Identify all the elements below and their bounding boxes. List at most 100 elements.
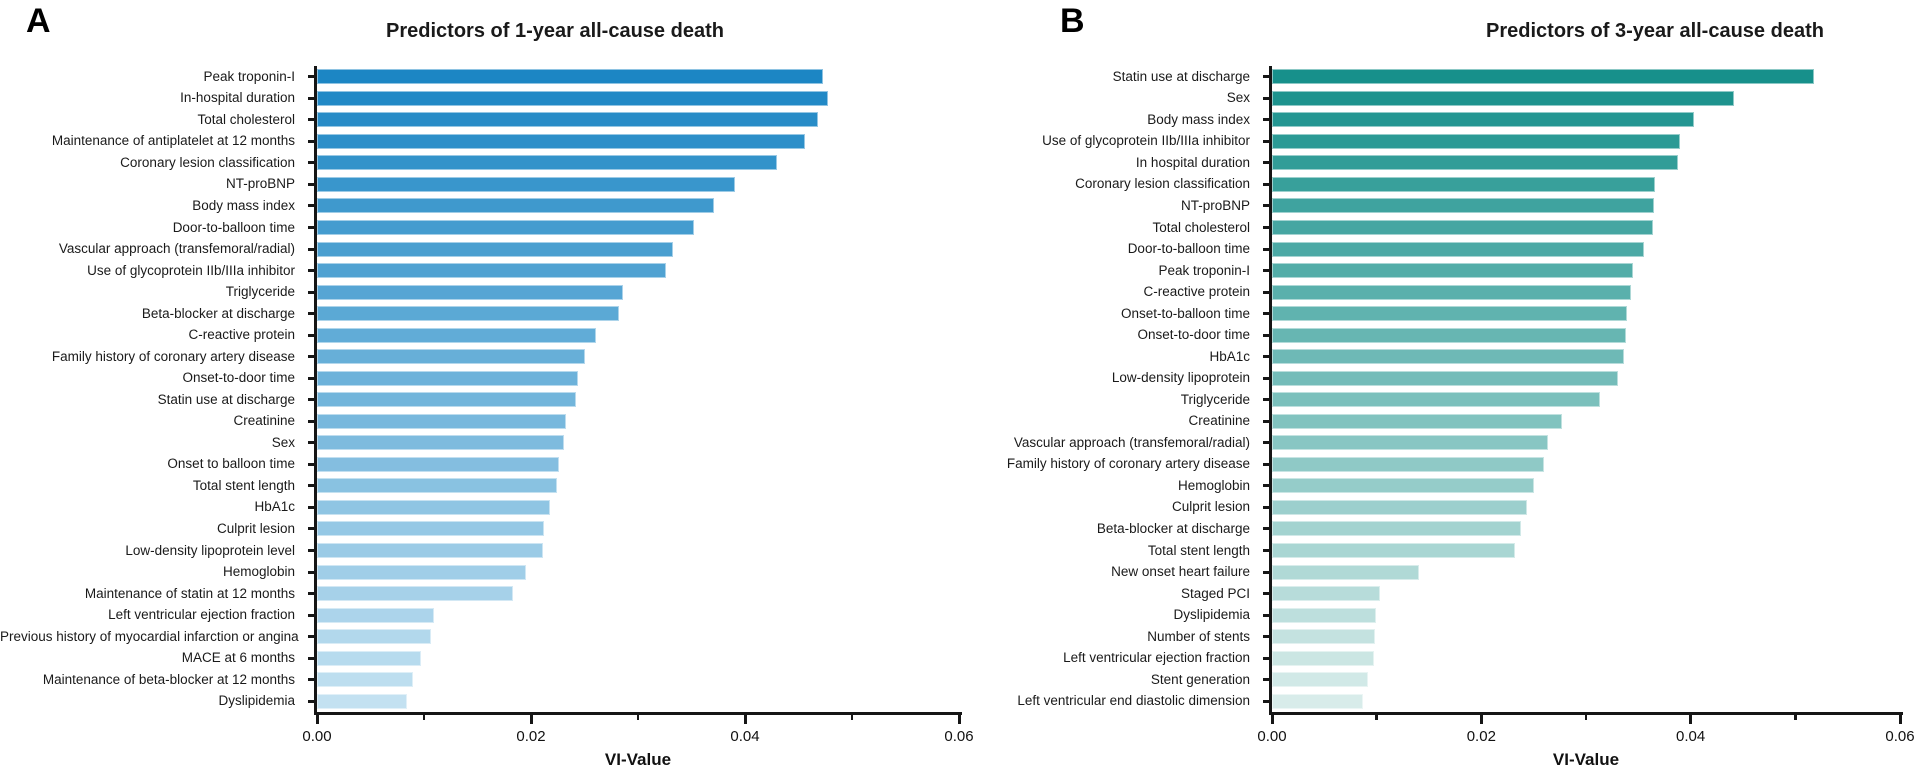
- y-tick: [308, 226, 315, 229]
- y-tick: [308, 312, 315, 316]
- bar: [1272, 90, 1734, 106]
- y-tick: [1263, 592, 1270, 596]
- bar: [317, 133, 805, 149]
- x-tick-label: 0.04: [730, 728, 760, 745]
- y-tick: [1263, 462, 1270, 466]
- bar: [317, 521, 544, 537]
- y-axis-label: Family history of coronary artery diseas…: [51, 348, 295, 364]
- y-tick: [1263, 96, 1270, 100]
- y-tick: [308, 182, 315, 186]
- y-tick: [1263, 139, 1270, 143]
- y-axis-label: Hemoglobin: [1177, 477, 1250, 493]
- bar: [317, 90, 829, 106]
- y-tick: [1263, 312, 1270, 316]
- bar: [1272, 327, 1626, 343]
- y-axis-label: Door-to-balloon time: [172, 219, 295, 235]
- x-tick-label: 0.06: [1885, 728, 1915, 745]
- y-tick: [1263, 613, 1270, 617]
- y-tick: [1263, 441, 1270, 445]
- y-axis-label: HbA1c: [1209, 348, 1250, 364]
- bar: [1272, 456, 1545, 472]
- y-tick: [1263, 549, 1270, 552]
- y-axis-label: Creatinine: [1188, 413, 1250, 429]
- bar: [1272, 155, 1679, 171]
- y-tick: [1263, 118, 1270, 122]
- bar: [1272, 198, 1655, 214]
- y-axis-label: C-reactive protein: [1143, 284, 1250, 300]
- y-tick: [1263, 376, 1270, 380]
- bar: [317, 629, 432, 645]
- y-tick: [308, 139, 315, 143]
- bar: [1272, 521, 1522, 537]
- y-axis-label: Onset-to-door time: [1137, 327, 1250, 343]
- bar: [1272, 306, 1627, 322]
- x-tick-label: 0.02: [1466, 728, 1496, 745]
- bar: [317, 564, 526, 580]
- y-tick: [1263, 226, 1270, 229]
- y-axis-label: Coronary lesion classification: [120, 154, 295, 170]
- bar: [317, 69, 824, 85]
- y-axis-label: Culprit lesion: [216, 520, 295, 536]
- bar: [1272, 413, 1562, 429]
- y-tick: [308, 419, 315, 423]
- bar: [317, 607, 434, 623]
- bar: [317, 413, 567, 429]
- x-tick-minor: [422, 715, 426, 720]
- y-axis-label: Door-to-balloon time: [1127, 241, 1250, 257]
- y-axis-label: Low-density lipoprotein level: [125, 542, 295, 558]
- x-axis-title: VI-Value: [604, 750, 672, 769]
- y-tick: [308, 527, 315, 531]
- y-tick: [1263, 570, 1270, 574]
- y-tick: [308, 699, 315, 703]
- bar: [1272, 607, 1376, 623]
- y-tick: [1263, 699, 1270, 703]
- y-axis-label: Statin use at discharge: [1112, 68, 1250, 84]
- y-tick: [308, 505, 315, 509]
- panel-letter-a: A: [26, 2, 51, 40]
- y-axis-labels-panel-a: Peak troponin-I In-hospital duration Total…: [0, 66, 306, 712]
- y-axis-label: Total stent length: [1147, 542, 1250, 558]
- y-axis-label: Use of glycoprotein IIb/IIIa inhibitor: [87, 262, 295, 278]
- y-axis-label: Beta-blocker at discharge: [141, 305, 295, 321]
- bar: [1272, 586, 1380, 602]
- y-axis-label: New onset heart failure: [1111, 564, 1250, 580]
- y-tick: [1263, 75, 1270, 79]
- bar: [1272, 564, 1419, 580]
- y-tick: [1263, 419, 1270, 423]
- y-axis-label: Triglyceride: [225, 284, 295, 300]
- y-axis-label: Family history of coronary artery diseas…: [1006, 456, 1250, 472]
- bar: [317, 478, 557, 494]
- y-tick: [308, 204, 315, 208]
- bar: [317, 586, 513, 602]
- y-tick: [1263, 656, 1270, 660]
- x-tick-major: [957, 715, 961, 724]
- y-axis-label: Maintenance of statin at 12 months: [84, 585, 295, 601]
- bar: [1272, 133, 1681, 149]
- y-axis-label: Total stent length: [192, 477, 295, 493]
- y-axis-label: HbA1c: [254, 499, 295, 515]
- y-axis-label: Body mass index: [192, 197, 295, 213]
- x-tick-major: [315, 715, 319, 724]
- bar: [317, 327, 597, 343]
- y-tick: [308, 549, 315, 552]
- y-axis-label: In-hospital duration: [180, 90, 295, 106]
- bar: [1272, 241, 1644, 257]
- y-tick: [1263, 505, 1270, 509]
- y-tick: [308, 635, 315, 639]
- y-tick: [1263, 635, 1270, 639]
- bar: [317, 650, 421, 666]
- bar: [1272, 392, 1600, 408]
- y-tick: [308, 290, 315, 294]
- y-axis-label: Stent generation: [1150, 671, 1250, 687]
- bar: [317, 435, 565, 451]
- y-axis-label: NT-proBNP: [225, 176, 295, 192]
- bar: [1272, 176, 1656, 192]
- bar: [317, 198, 714, 214]
- x-tick-major: [1270, 715, 1274, 724]
- y-tick: [308, 269, 315, 273]
- y-axis-label: Low-density lipoprotein: [1111, 370, 1250, 386]
- bar: [1272, 650, 1374, 666]
- y-axis-label: NT-proBNP: [1180, 197, 1250, 213]
- y-tick: [308, 118, 315, 122]
- x-tick-major: [529, 715, 533, 724]
